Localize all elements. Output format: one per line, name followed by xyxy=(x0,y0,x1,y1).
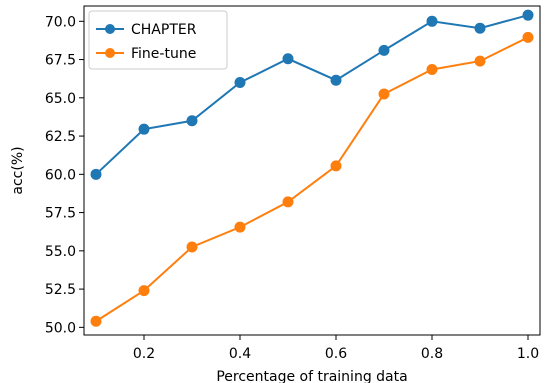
series-line-chapter xyxy=(95,14,529,176)
data-point-chapter xyxy=(378,44,390,56)
data-point-chapter xyxy=(522,9,534,21)
data-point-fine-tune xyxy=(426,64,438,76)
y-tick-label: 67.5 xyxy=(45,53,76,69)
x-axis-ticks: 0.2 0.4 0.6 0.8 1.0 xyxy=(133,335,539,362)
x-tick-label: 0.8 xyxy=(421,346,443,362)
data-point-fine-tune xyxy=(282,196,294,208)
y-tick-label: 57.5 xyxy=(45,206,76,222)
y-tick-label: 62.5 xyxy=(45,129,76,145)
data-point-fine-tune xyxy=(90,315,102,327)
y-tick-label: 50.0 xyxy=(45,320,76,336)
x-tick-label: 0.6 xyxy=(325,346,347,362)
data-point-chapter xyxy=(330,74,342,86)
y-tick-label: 55.0 xyxy=(45,244,76,260)
data-point-chapter xyxy=(474,22,486,34)
legend-marker-chapter xyxy=(105,24,115,34)
legend-label-chapter: CHAPTER xyxy=(131,22,197,38)
y-tick-label: 60.0 xyxy=(45,167,76,183)
x-tick-label: 0.4 xyxy=(229,346,251,362)
data-point-fine-tune xyxy=(330,160,342,172)
legend-marker-fine-tune xyxy=(105,48,115,58)
legend: CHAPTER Fine-tune xyxy=(88,10,228,70)
data-point-chapter xyxy=(186,115,198,127)
y-tick-label: 70.0 xyxy=(45,14,76,30)
data-point-chapter xyxy=(426,15,438,27)
y-axis-label: acc(%) xyxy=(10,146,26,194)
y-tick-label: 52.5 xyxy=(45,282,76,298)
data-point-chapter xyxy=(90,168,102,180)
x-axis-label: Percentage of training data xyxy=(216,369,407,383)
data-point-fine-tune xyxy=(378,88,390,100)
series-line-fine-tune xyxy=(95,36,529,323)
data-point-chapter xyxy=(282,53,294,65)
legend-box xyxy=(88,10,228,70)
legend-entry-1: Fine-tune xyxy=(96,46,196,62)
data-point-fine-tune xyxy=(234,221,246,233)
data-point-fine-tune xyxy=(138,285,150,297)
plot-area-frame xyxy=(83,5,541,336)
x-tick-label: 0.2 xyxy=(133,346,155,362)
x-tick-label: 1.0 xyxy=(517,346,539,362)
data-point-chapter xyxy=(138,123,150,135)
legend-entry-0: CHAPTER xyxy=(96,22,197,38)
data-point-fine-tune xyxy=(474,55,486,67)
data-point-fine-tune xyxy=(186,241,198,253)
series-layer xyxy=(90,9,534,327)
data-point-chapter xyxy=(234,77,246,89)
data-point-fine-tune xyxy=(522,31,534,43)
y-axis-ticks: 50.0 52.5 55.0 57.5 60.0 62.5 65.0 67.5 70.0 xyxy=(45,14,84,336)
y-tick-label: 65.0 xyxy=(45,91,76,107)
legend-label-fine-tune: Fine-tune xyxy=(131,46,196,62)
